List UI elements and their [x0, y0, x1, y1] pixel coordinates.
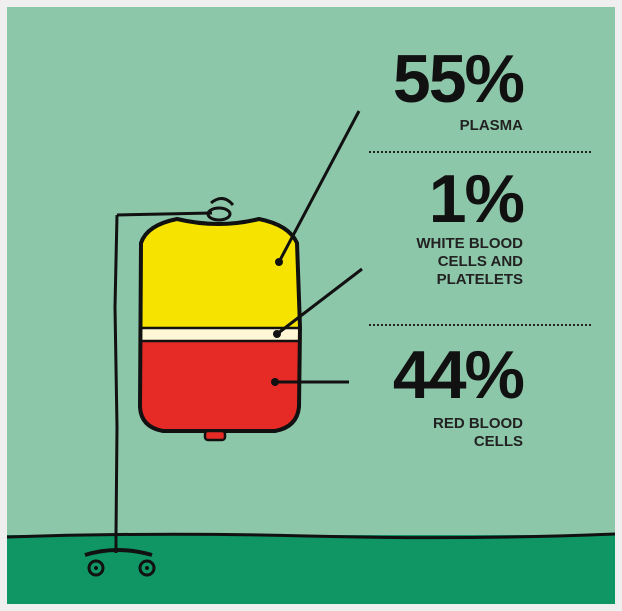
segment-white-cells	[140, 328, 300, 341]
leader-plasma	[277, 110, 361, 263]
wheel-left-icon	[87, 559, 105, 577]
red-cells-label-line-2: CELLS	[473, 433, 523, 450]
ground-edge	[7, 532, 615, 540]
segment-red-cells	[140, 341, 300, 431]
blood-bag-outline	[137, 216, 303, 433]
plasma-percent: 55%	[392, 41, 525, 117]
divider-dotted-top	[369, 151, 591, 153]
white-cells-label-line-3: PLATELETS	[436, 271, 523, 288]
iv-stand-pole	[113, 214, 119, 536]
bag-port	[203, 429, 227, 442]
red-cells-percent: 44%	[392, 337, 525, 413]
segment-plasma	[140, 219, 300, 328]
red-cells-label: RED BLOOD CELLS	[433, 415, 523, 451]
ground	[7, 535, 615, 604]
white-cells-percent: 1%	[428, 161, 525, 237]
white-cells-label-line-2: CELLS AND	[437, 253, 523, 270]
red-cells-label-line-1: RED BLOOD	[433, 415, 523, 432]
bag-hook	[206, 206, 232, 222]
infographic-frame: 55% PLASMA 1% WHITE BLOOD CELLS AND PLAT…	[7, 7, 615, 604]
iv-stand-base	[84, 548, 153, 557]
leader-white-cells	[276, 267, 363, 336]
divider-dotted-bottom	[369, 324, 591, 326]
iv-drip-illustration	[7, 110, 615, 577]
iv-stand-arm	[116, 211, 213, 217]
plasma-label: PLASMA	[459, 117, 523, 134]
white-cells-label: WHITE BLOOD CELLS AND PLATELETS	[416, 235, 523, 289]
white-cells-label-line-1: WHITE BLOOD	[416, 235, 523, 252]
wheel-right-icon	[138, 559, 156, 577]
